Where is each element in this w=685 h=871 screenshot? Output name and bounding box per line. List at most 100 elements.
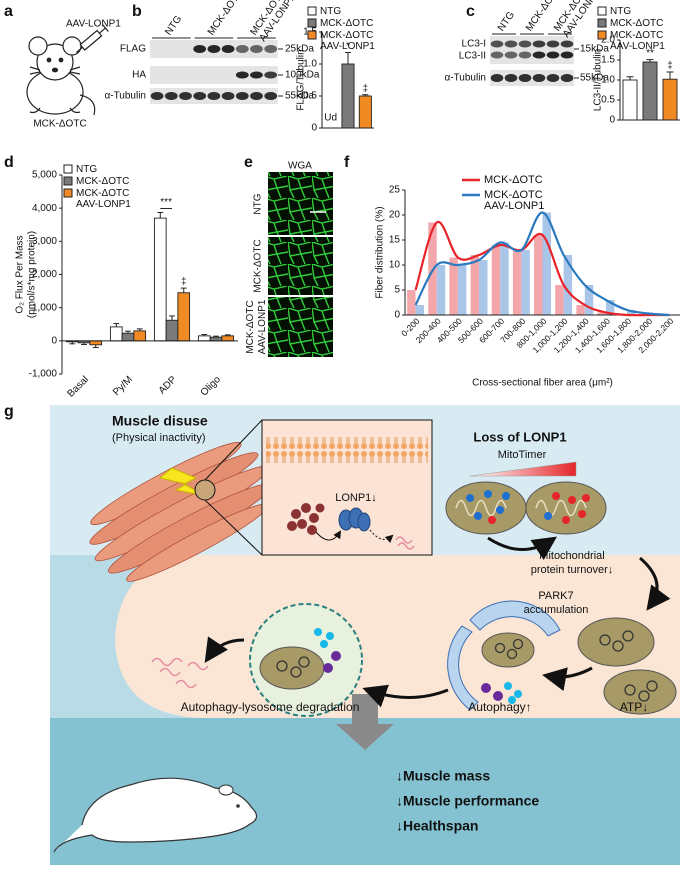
mouse-drawing-part-part [102,24,109,32]
diagram-part-part [624,684,636,696]
legend-swatch [307,18,317,28]
bar [109,326,123,342]
diagram-part [455,499,587,517]
diagram-heading: Loss of LONP1 [473,429,566,444]
text-line: NTG [610,6,631,17]
mouse-drawing-part [36,43,74,81]
blot-band [221,92,235,100]
diagram-part-part [512,638,524,650]
y-tick-label: 1.5 [601,55,615,66]
text-line: AAV-LONP1 [320,41,375,52]
mouse-drawing-part [29,66,81,75]
legend-swatch [63,188,73,198]
bar [576,305,585,315]
blot-band [546,40,560,48]
mouse-drawing-part [58,57,64,63]
panel-label: c [466,3,475,20]
diagram-label: accumulation [524,604,589,616]
mouse-drawing-part-part [98,27,106,34]
diagram-part [599,630,658,702]
bar [662,78,678,121]
bar [89,340,103,346]
diagram-part-part [290,666,302,678]
y-tick-label: 3,000 [32,236,57,247]
significance-label: *** [160,197,172,208]
legend-swatch [597,30,607,40]
panel-label: b [132,3,142,20]
mouse-drawing-part [51,67,59,73]
bar [555,285,564,315]
size-label: 55kDa [580,73,609,84]
diagram-label: LONP1↓ [335,492,377,504]
significance-label: ‡ [667,61,673,72]
blot-strip [150,66,278,84]
text-line: MCK-ΔOTC [610,30,663,41]
diagram-part-part [481,683,491,693]
text-line: NTG [163,13,184,37]
diagram-part [151,657,209,689]
diagram-label: protein turnover↓ [531,564,614,576]
diagram-part-part [484,490,492,498]
mouse-drawing-part [46,57,52,63]
wga-images-part [268,237,333,295]
injection-label: AAV-LONP1 [66,19,121,30]
diagram-part [338,507,371,532]
outcome: ↓Healthspan [396,818,478,834]
bar [542,212,551,315]
text-line: MCK-ΔOTC [206,0,246,37]
y-tick-label: 1,000 [32,302,57,313]
significance-label: * [346,41,350,52]
blot-row-label: LC3-II [459,51,486,62]
diagram-part-part [599,634,611,646]
diagram-part-part [544,512,552,520]
y-tick-label: 2.0 [601,35,615,46]
diagram-part-part [474,512,482,520]
diagram-part [639,556,671,611]
bar [457,265,467,315]
legend-label: NTG [76,164,97,175]
diagram-part-part [301,503,311,513]
y-axis-title: O₂ Flux Per Mass [15,235,26,313]
bar [121,332,135,342]
diagram-part-part [331,651,341,661]
panel-label: d [4,154,14,171]
bar [627,310,636,315]
wga-images-part [268,297,333,357]
diagram-part-part [314,628,322,636]
y-tick-label: 5 [394,285,400,296]
diagram-part [315,530,342,541]
text-line: MCK-ΔOTC [76,188,129,199]
blot-band [560,74,574,82]
diagram-part-part [612,640,624,652]
blot-band [207,45,221,53]
legend-swatch [63,164,73,174]
blot-band [560,51,574,59]
diagram-part [158,467,207,497]
legend-label: MCK-ΔOTC AAV-LONP1 [320,30,375,52]
diagram-label: Autophagy↑ [468,700,531,714]
y-tick-label: -1,000 [29,369,58,380]
blot-band [504,51,518,59]
diagram-part [494,638,524,660]
diagram-part-part [466,494,474,502]
diagram-part-part [320,640,328,648]
blot-band [532,40,546,48]
legend-label: MCK-ΔOTC [484,174,543,186]
diagram-part-part [276,660,288,672]
blot-row-label: α-Tubulin [104,91,146,102]
outcome: ↓Muscle performance [396,793,539,809]
text-line: MCK-ΔOTC [484,189,543,201]
text-line: MCK-ΔOTC [484,174,543,186]
wga-images [268,172,333,357]
x-tick-label: Py/M [111,374,135,398]
bar [534,235,543,315]
mouse-drawing-part [75,24,109,53]
blot-band [518,40,532,48]
x-tick-label: Basal [66,374,91,399]
mouse-drawing-part [28,36,48,56]
blot-band [179,92,192,100]
blot-row-label: α-Tubulin [444,73,486,84]
legend-label: MCK-ΔOTC [610,18,663,29]
